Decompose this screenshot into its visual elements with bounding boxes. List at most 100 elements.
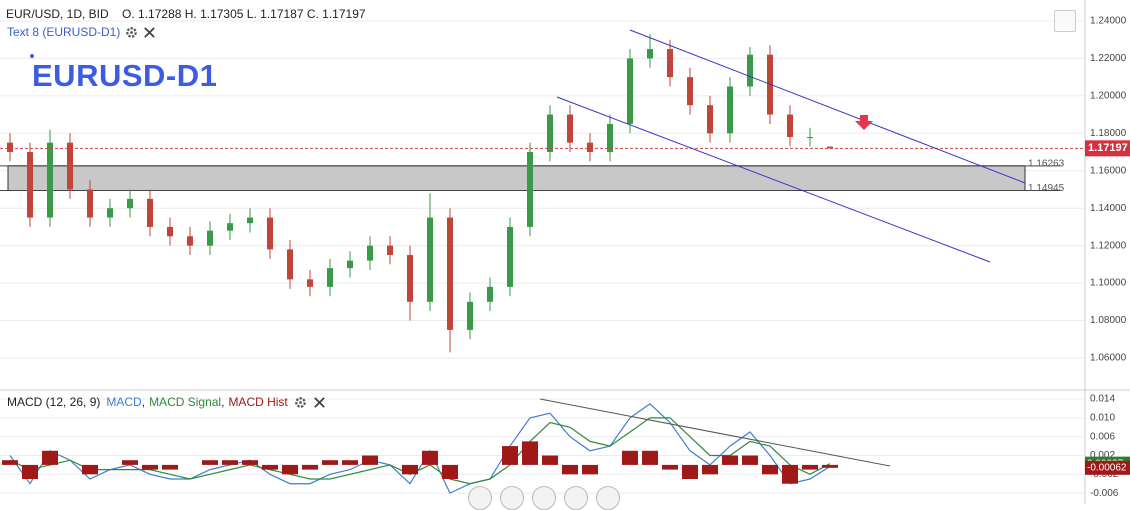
candle-body — [547, 114, 553, 153]
candle-body — [667, 49, 673, 78]
candle-body — [27, 152, 33, 218]
candle-body — [267, 217, 273, 250]
hist-bar — [322, 460, 338, 465]
candle-body — [67, 142, 73, 190]
zone-box — [7, 165, 1026, 192]
y-tick-label: 1.12000 — [1090, 240, 1127, 251]
hist-bar — [402, 464, 418, 475]
candle-body — [567, 114, 573, 143]
candle-body — [587, 142, 593, 153]
candle-body — [207, 230, 213, 246]
legend-entry: MACD — [106, 395, 145, 409]
hist-bar — [342, 460, 358, 465]
trend-line — [539, 398, 891, 467]
candle-body — [487, 286, 493, 302]
ohlc: O. 1.17288 H. 1.17305 L. 1.17187 C. 1.17… — [122, 7, 366, 21]
candle-body — [807, 137, 813, 139]
y-tick-label: 1.08000 — [1090, 315, 1127, 326]
candle-body — [627, 58, 633, 124]
trend-line — [629, 29, 1026, 184]
close-button[interactable] — [313, 396, 326, 409]
hist-bar — [802, 464, 818, 470]
hist-bar — [2, 460, 18, 465]
candle-body — [827, 146, 833, 149]
zone-label: 1.16263 — [1028, 158, 1065, 169]
hist-bar — [222, 460, 238, 465]
header: EUR/USD, 1D, BID O. 1.17288 H. 1.17305 L… — [6, 7, 376, 21]
hist-bar — [442, 464, 458, 480]
y-tick-label: 0.010 — [1090, 413, 1115, 424]
zoom-in-button[interactable] — [564, 486, 588, 510]
candle-body — [247, 217, 253, 224]
candle-body — [687, 77, 693, 106]
zoom-out-button[interactable] — [500, 486, 524, 510]
anchor-dot — [30, 54, 34, 58]
y-tick-label: 0.002 — [1090, 450, 1115, 461]
candle-body — [307, 279, 313, 287]
y-tick-label: 1.20000 — [1090, 91, 1127, 102]
y-tick-label: 1.06000 — [1090, 353, 1127, 364]
legend-entry: MACD Signal — [149, 395, 224, 409]
candle-body — [407, 255, 413, 302]
candle-body — [107, 208, 113, 218]
last-value-label: -0.00062 — [1087, 462, 1127, 473]
candle-body — [467, 301, 473, 330]
candle-body — [347, 260, 353, 269]
close-button[interactable] — [143, 26, 156, 39]
y-axis: 1.06000 1.08000 1.10000 1.12000 1.14000 1.160… — [1085, 16, 1130, 499]
settings-button[interactable] — [294, 396, 307, 409]
zone: 1.16263 1.14945 — [0, 158, 1065, 194]
last-price-label: 1.17197 — [1088, 142, 1128, 154]
annotation-text: EURUSD-D1 — [32, 58, 218, 93]
y-tick-label: 1.14000 — [1090, 203, 1127, 214]
hist-bar — [722, 455, 738, 465]
zoom-controls — [468, 486, 620, 510]
candle-body — [427, 217, 433, 302]
y-tick-label: 1.22000 — [1090, 53, 1127, 64]
candle-body — [447, 217, 453, 330]
candle-body — [7, 142, 13, 153]
hist-bar — [22, 464, 38, 480]
hist-bar — [242, 460, 258, 465]
drawing-label: Text 8 (EURUSD-D1) — [7, 25, 156, 39]
candle-body — [607, 123, 613, 153]
last-value-tag — [1085, 460, 1130, 475]
hist-bar — [422, 450, 438, 465]
hist-bar — [522, 441, 538, 465]
candle-body — [167, 226, 173, 237]
y-tick-label: 1.16000 — [1090, 165, 1127, 176]
reset-button[interactable] — [532, 486, 556, 510]
candle-body — [187, 236, 193, 246]
candle-body — [507, 226, 513, 287]
annotation: Text 8 (EURUSD-D1) — [7, 25, 121, 39]
arrow-marker — [855, 115, 873, 130]
hist-bar — [622, 450, 638, 465]
hist-bar — [742, 455, 758, 465]
scroll-left-button[interactable] — [468, 486, 492, 510]
popout-button[interactable] — [1054, 10, 1076, 32]
hist-bar — [142, 464, 158, 470]
hist-bar — [262, 464, 278, 470]
scroll-right-button[interactable] — [596, 486, 620, 510]
hist-bar — [302, 464, 318, 470]
settings-button[interactable] — [125, 26, 138, 39]
last-price-tag — [1085, 140, 1130, 157]
hist-bar — [682, 464, 698, 480]
legend-entry: MACD Hist — [228, 395, 288, 409]
indicator-title: MACD (12, 26, 9) — [7, 395, 101, 409]
hist-bar — [42, 450, 58, 465]
candle-body — [527, 152, 533, 227]
hist-bar — [122, 460, 138, 465]
hist-bar — [202, 460, 218, 465]
candle-body — [87, 189, 93, 218]
macd-panel — [2, 402, 838, 494]
candle-body — [387, 245, 393, 256]
title: EUR/USD, 1D, BID — [6, 7, 109, 21]
candle-body — [147, 198, 153, 227]
candle-body — [287, 249, 293, 280]
hist-bar — [562, 464, 578, 475]
hist-bar — [502, 446, 518, 465]
